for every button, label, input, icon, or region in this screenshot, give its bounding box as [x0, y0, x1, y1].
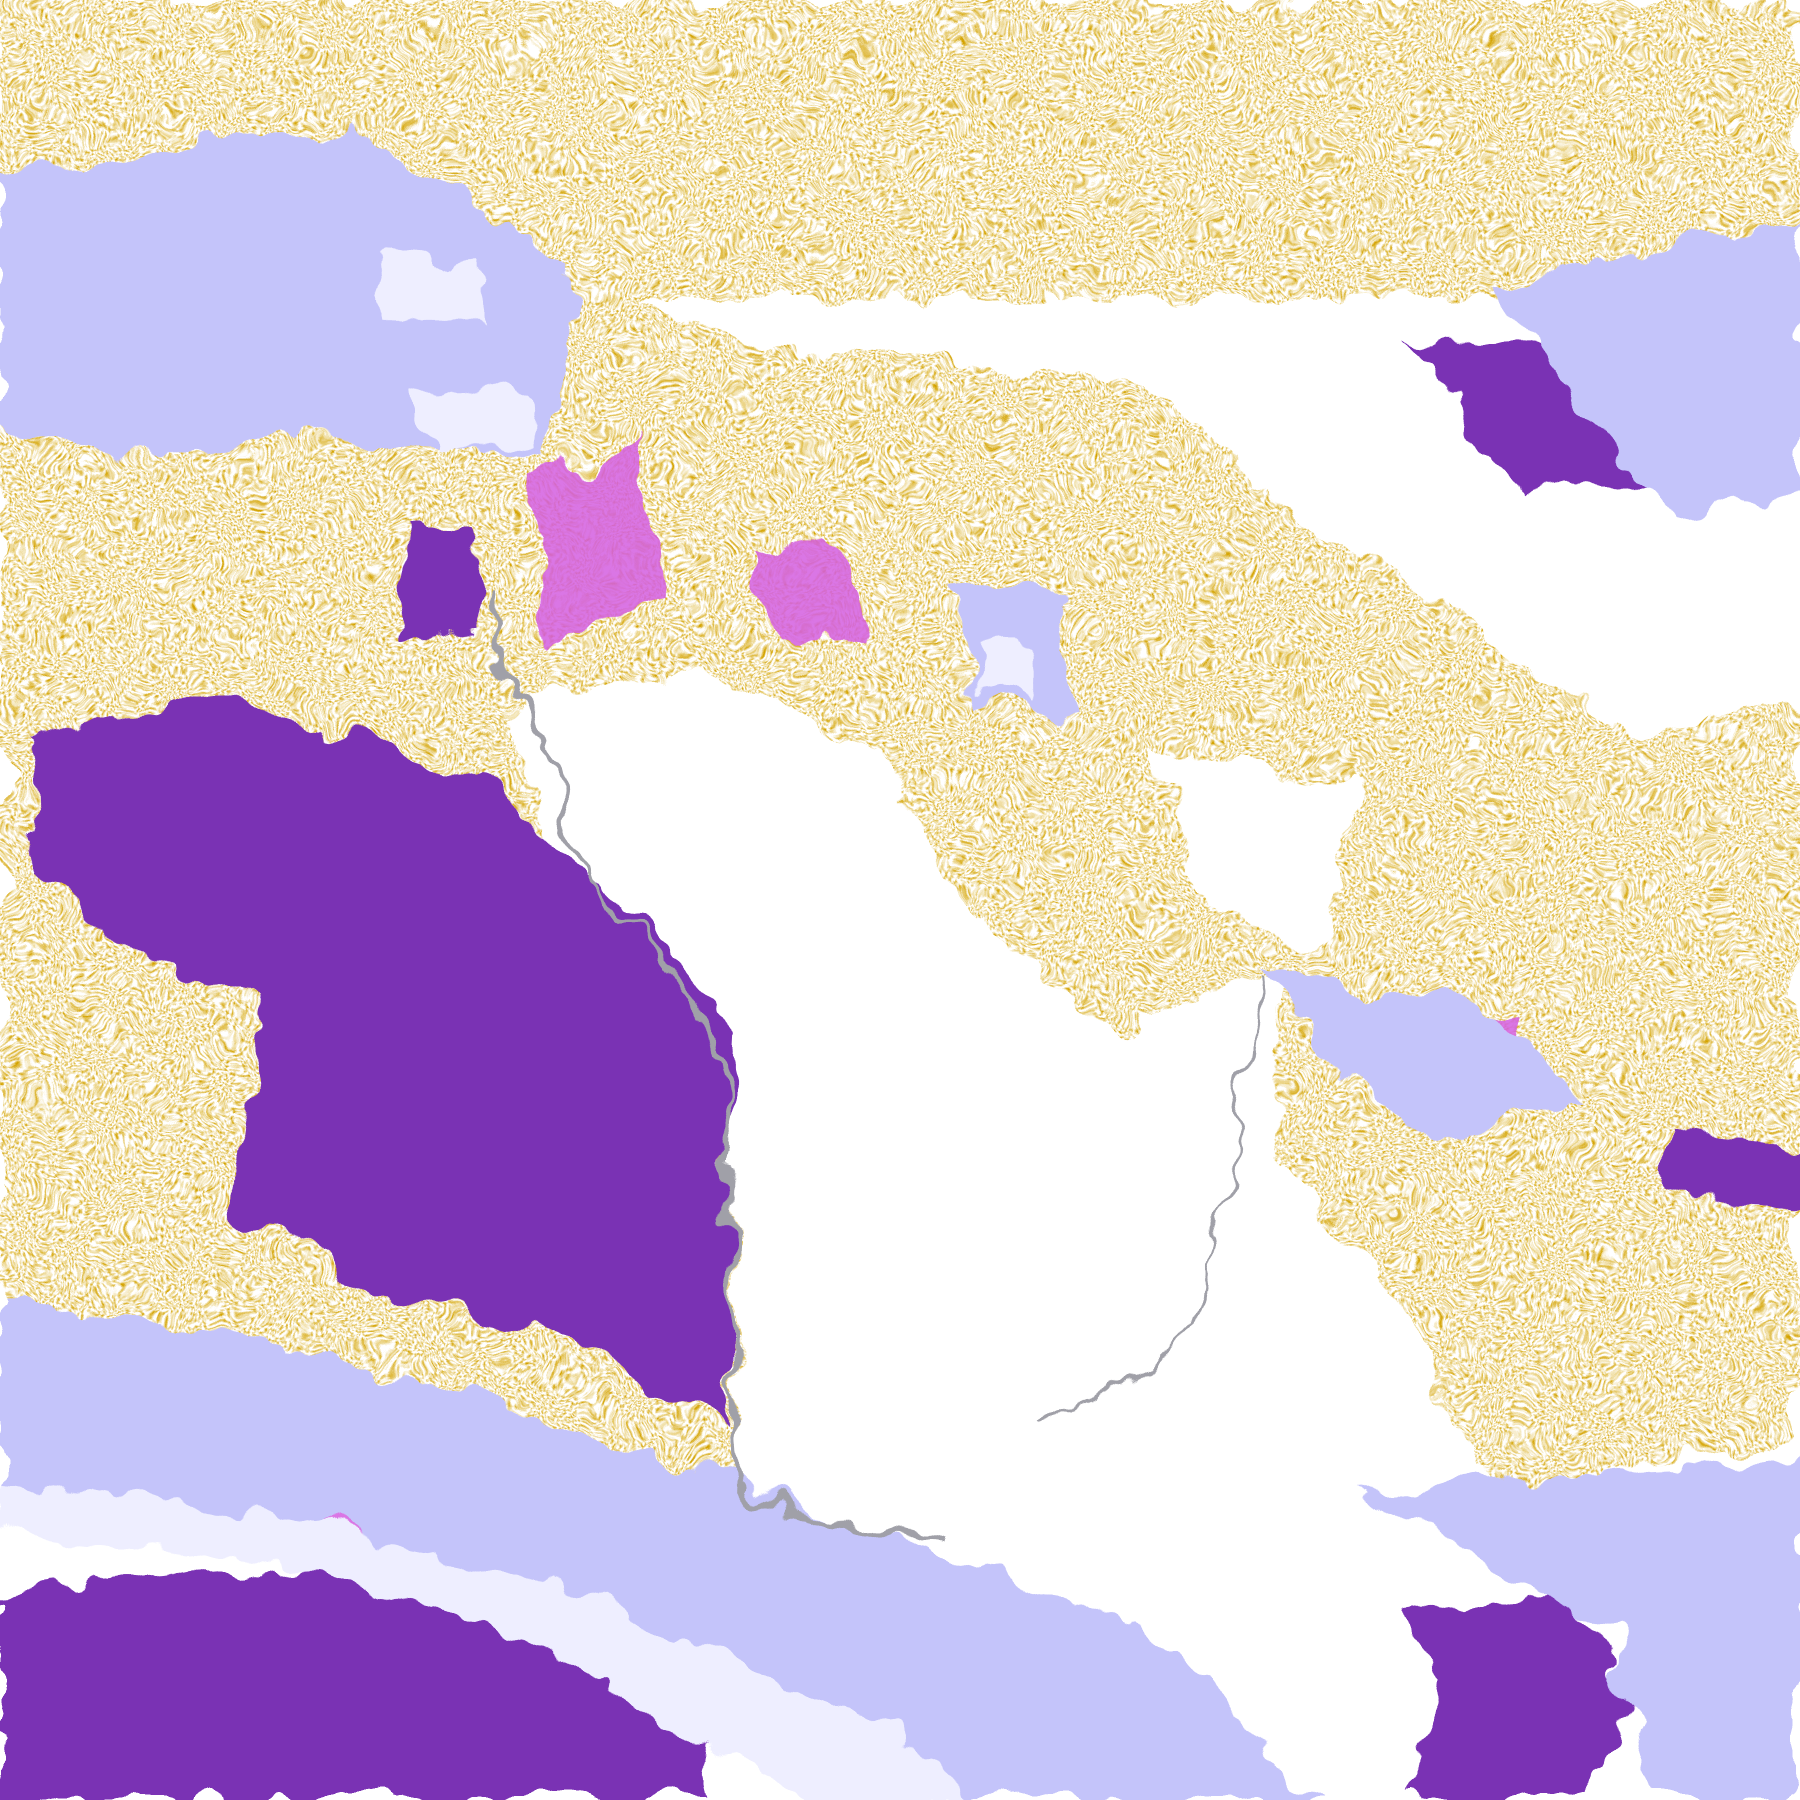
coastline-gray	[479, 595, 1265, 1542]
high-cloud-white	[0, 252, 1034, 1800]
cloud-band-lavender	[0, 126, 1800, 1800]
white-land-interior	[677, 344, 1493, 1631]
